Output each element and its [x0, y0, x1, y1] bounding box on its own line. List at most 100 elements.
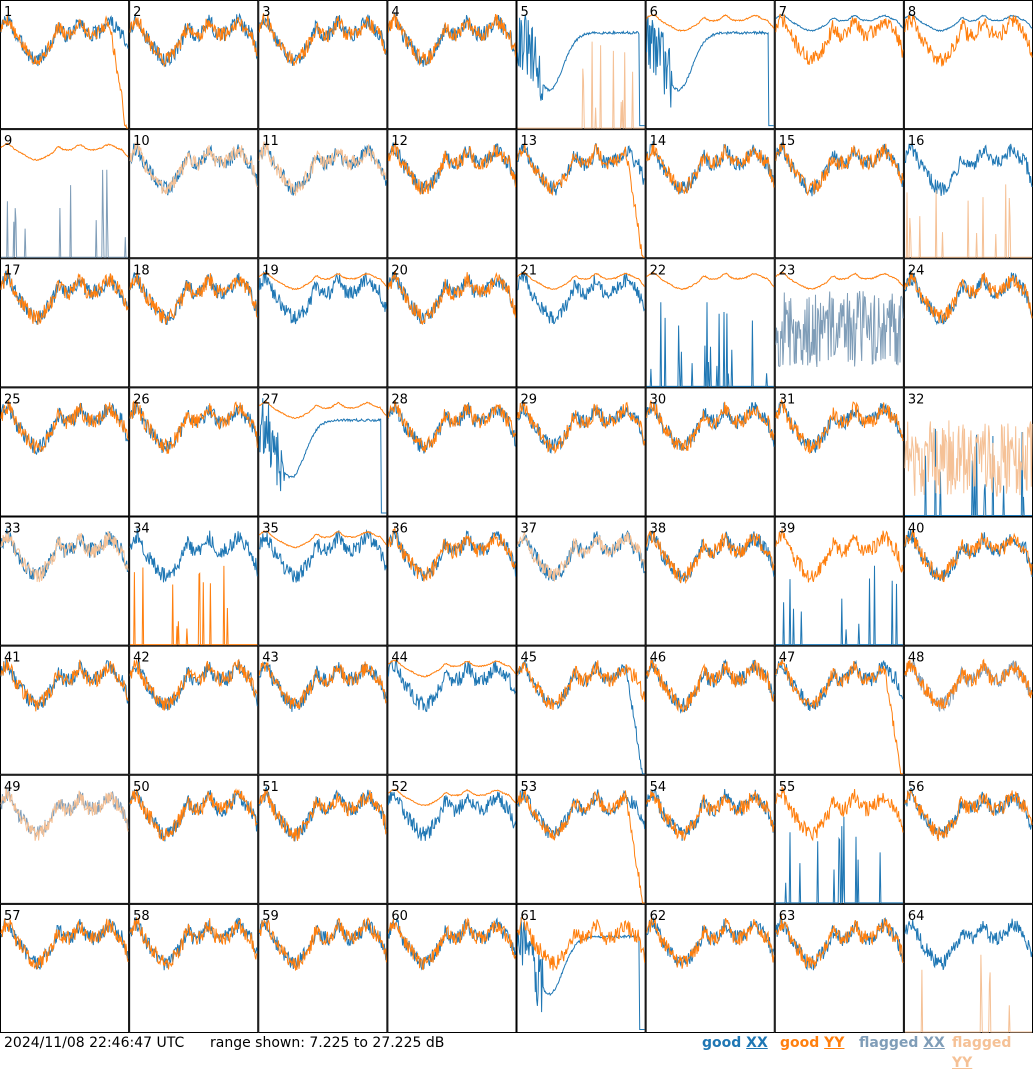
yy-trace [646, 530, 775, 585]
panel-label: 21 [521, 263, 538, 278]
legend-flagged-xx-suffix: XX [923, 1035, 945, 1051]
panel-label: 7 [779, 5, 787, 20]
xx-trace [387, 12, 516, 67]
panel-frame [516, 645, 646, 775]
yy-trace [646, 142, 775, 195]
yy-trace [517, 916, 646, 971]
panel-frame [774, 258, 904, 388]
xx-trace [904, 13, 1033, 33]
yy-trace [258, 13, 387, 66]
panel-label: 14 [650, 134, 667, 149]
panel-16: 16 [903, 129, 1033, 259]
panel-31: 31 [774, 387, 904, 517]
panel-frame [645, 645, 775, 775]
yy-trace [904, 658, 1033, 710]
yy-trace [775, 528, 904, 583]
panel-frame [645, 387, 775, 517]
yy-trace [0, 787, 129, 841]
panel-frame [645, 903, 775, 1033]
yy-trace [0, 918, 129, 970]
xx-trace [258, 14, 387, 66]
panel-49: 49 [0, 774, 130, 904]
panel-37: 37 [516, 516, 646, 646]
panel-label: 47 [779, 651, 796, 666]
panel-frame [774, 645, 904, 775]
panel-57: 57 [0, 903, 130, 1033]
panel-frame [0, 516, 130, 646]
xx-trace [517, 917, 645, 1030]
panel-42: 42 [129, 645, 259, 775]
xx-trace [258, 529, 387, 583]
panel-label: 19 [262, 263, 279, 278]
panel-19: 19 [258, 258, 388, 388]
yy-trace [0, 14, 129, 129]
yy-trace [258, 661, 387, 710]
yy-trace [258, 271, 387, 291]
panel-15: 15 [774, 129, 904, 259]
panel-label: 50 [133, 780, 150, 795]
panel-label: 61 [521, 909, 538, 924]
panel-frame [0, 129, 130, 259]
panel-47: 47 [774, 645, 904, 775]
panel-frame [0, 645, 130, 775]
panel-29: 29 [516, 387, 646, 517]
yy-trace [775, 398, 904, 455]
panel-frame [645, 0, 775, 130]
panel-2: 2 [129, 0, 259, 130]
xx-trace [517, 14, 645, 127]
panel-label: 43 [262, 651, 279, 666]
panel-label: 10 [133, 134, 150, 149]
panel-11: 11 [258, 129, 388, 259]
panel-frame [645, 516, 775, 646]
xx-trace [904, 428, 1032, 516]
yy-trace [0, 142, 129, 162]
panel-frame [0, 258, 130, 388]
xx-trace [387, 659, 516, 712]
panel-4: 4 [387, 0, 517, 130]
panel-label: 46 [650, 651, 667, 666]
xx-trace [775, 565, 903, 646]
xx-trace [775, 659, 904, 711]
panel-label: 20 [391, 263, 408, 278]
panel-label: 44 [391, 651, 408, 666]
yy-trace [775, 659, 903, 775]
panel-8: 8 [903, 0, 1033, 130]
xx-trace [129, 528, 258, 583]
panel-frame [387, 774, 517, 904]
panel-label: 4 [391, 5, 399, 20]
panel-label: 59 [262, 909, 279, 924]
panel-18: 18 [129, 258, 259, 388]
panel-frame [387, 645, 517, 775]
panel-25: 25 [0, 387, 130, 517]
yy-trace [517, 530, 646, 582]
xx-trace [387, 791, 516, 841]
xx-trace [517, 529, 646, 581]
panel-frame [258, 645, 388, 775]
yy-trace [388, 788, 516, 807]
yy-trace [904, 420, 1033, 497]
xx-trace [1, 169, 129, 258]
panel-label: 2 [133, 5, 141, 20]
yy-trace [388, 659, 516, 678]
panel-frame [129, 0, 259, 130]
yy-trace [129, 140, 258, 195]
legend-good-xx-suffix: XX [746, 1035, 768, 1051]
yy-trace [646, 271, 775, 291]
panel-label: 24 [908, 263, 925, 278]
panel-label: 39 [779, 522, 796, 537]
panel-label: 57 [4, 909, 21, 924]
xx-trace [258, 398, 387, 514]
panel-34: 34 [129, 516, 259, 646]
panel-label: 18 [133, 263, 150, 278]
yy-trace [775, 271, 904, 290]
panel-61: 61 [516, 903, 646, 1033]
panel-frame [0, 774, 130, 904]
panel-label: 6 [650, 5, 658, 20]
panel-label: 22 [650, 263, 667, 278]
panel-label: 15 [779, 134, 796, 149]
panel-43: 43 [258, 645, 388, 775]
yy-trace [387, 917, 516, 971]
yy-trace [387, 141, 516, 195]
panel-frame [258, 258, 388, 388]
